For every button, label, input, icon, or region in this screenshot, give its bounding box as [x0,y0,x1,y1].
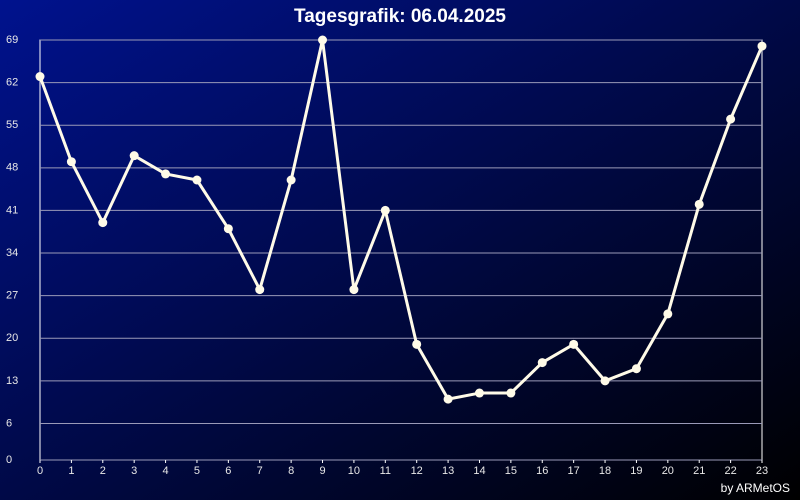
data-point [757,41,767,51]
data-point [192,175,202,185]
x-tick-label: 9 [319,465,325,477]
y-tick-label: 27 [6,290,18,302]
x-tick-label: 14 [473,465,485,477]
y-tick-label: 20 [6,332,18,344]
x-tick-label: 6 [225,465,231,477]
footer: by ARMetOS [721,481,790,495]
data-point [35,72,45,82]
data-point [726,114,736,124]
x-tick-label: 3 [131,465,137,477]
data-point [631,364,641,374]
data-point [474,388,484,398]
data-point [663,309,673,319]
x-tick-label: 18 [599,465,611,477]
y-tick-label: 41 [6,204,18,216]
x-tick-label: 10 [348,465,360,477]
data-point [129,151,139,161]
x-tick-label: 11 [380,465,391,477]
y-tick-label: 34 [6,247,18,259]
x-tick-label: 22 [724,465,736,477]
y-tick-label: 55 [6,119,18,131]
y-tick-label: 0 [6,454,12,466]
x-tick-label: 1 [68,465,74,477]
x-tick-label: 13 [442,465,454,477]
x-tick-label: 5 [194,465,200,477]
data-point [318,35,328,45]
x-tick-label: 16 [536,465,548,477]
x-tick-label: 21 [693,465,705,477]
x-tick-label: 23 [756,465,768,477]
data-point [98,218,108,228]
data-point [412,339,422,349]
data-point [506,388,516,398]
data-point [694,199,704,209]
y-tick-label: 48 [6,162,18,174]
chart-title: Tagesgrafik: 06.04.2025 [294,6,506,27]
data-point [349,285,359,295]
x-tick-label: 12 [411,465,423,477]
data-line [38,38,764,401]
x-tick-label: 2 [100,465,106,477]
x-tick-label: 4 [163,465,169,477]
x-tick-label: 7 [257,465,263,477]
x-tick-label: 15 [505,465,517,477]
data-point [66,157,76,167]
data-point [569,339,579,349]
y-tick-label: 13 [6,375,18,387]
data-point [286,175,296,185]
x-tick-label: 19 [630,465,642,477]
data-point [255,285,265,295]
y-tick-label: 62 [6,77,18,89]
data-point [380,205,390,215]
y-tick-label: 69 [6,34,18,46]
data-point [161,169,171,179]
y-tick-label: 6 [6,417,12,429]
x-tick-label: 0 [37,465,43,477]
x-tick-label: 17 [568,465,580,477]
data-point [223,224,233,234]
data-point [537,358,547,368]
x-tick-label: 20 [662,465,674,477]
data-point [600,376,610,386]
data-point [443,394,453,404]
x-tick-label: 8 [288,465,294,477]
